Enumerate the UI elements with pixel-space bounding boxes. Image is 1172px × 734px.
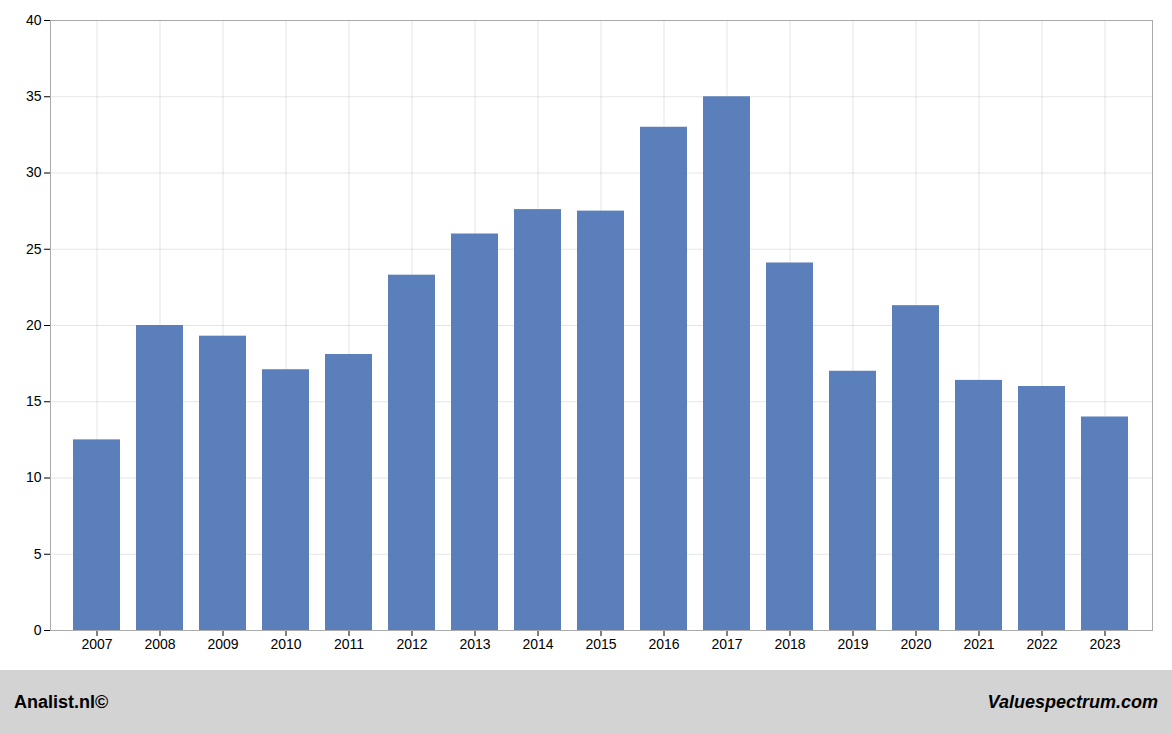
svg-text:2012: 2012 [396,636,427,652]
html-text:Analist.nl©: Analist.nl© [14,691,109,712]
svg-text:2022: 2022 [1026,636,1057,652]
svg-text:5: 5 [34,546,42,562]
svg-text:25: 25 [26,241,42,257]
svg-text:0: 0 [34,622,42,638]
svg-text:2010: 2010 [270,636,301,652]
svg-text:2009: 2009 [207,636,238,652]
svg-text:2015: 2015 [585,636,616,652]
svg-text:2016: 2016 [648,636,679,652]
svg-text:2008: 2008 [144,636,175,652]
svg-text:2007: 2007 [81,636,112,652]
svg-text:40: 40 [26,12,42,28]
svg-text:15: 15 [26,393,42,409]
svg-text:2014: 2014 [522,636,553,652]
svg-text:2013: 2013 [459,636,490,652]
svg-text:35: 35 [26,88,42,104]
html-text:Valuespectrum.com: Valuespectrum.com [987,691,1158,712]
svg-text:2017: 2017 [711,636,742,652]
svg-text:20: 20 [26,317,42,333]
svg-text:2021: 2021 [963,636,994,652]
svg-text:30: 30 [26,164,42,180]
svg-text:2018: 2018 [774,636,805,652]
svg-text:2011: 2011 [334,636,364,652]
svg-text:2019: 2019 [837,636,868,652]
svg-text:2020: 2020 [900,636,931,652]
svg-text:10: 10 [26,469,42,485]
svg-text:2023: 2023 [1089,636,1120,652]
